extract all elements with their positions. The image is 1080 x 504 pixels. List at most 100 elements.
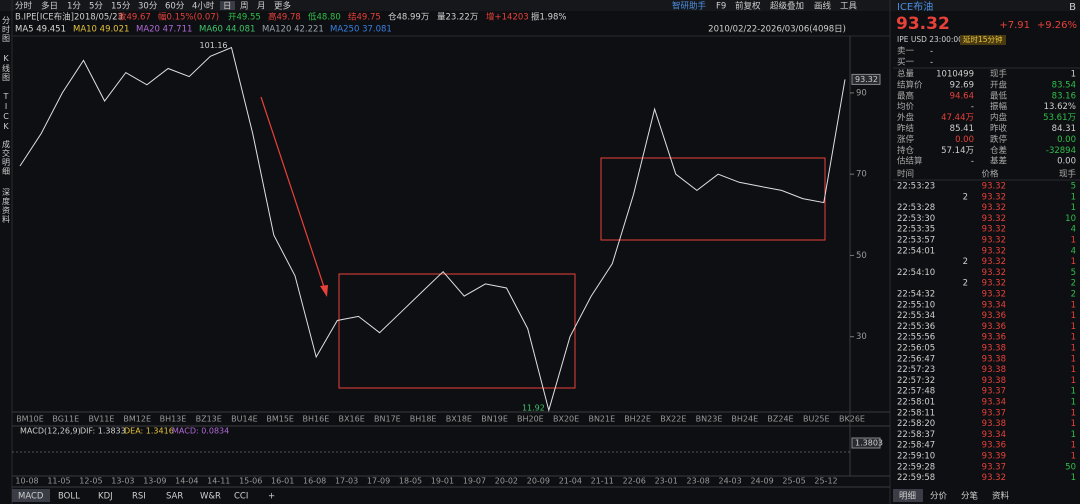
tick-price: 93.39 <box>982 452 1006 462</box>
toolbar-item[interactable]: 30分 <box>138 2 158 12</box>
indicator-tab[interactable]: CCI <box>234 492 248 502</box>
tool-item[interactable]: 前复权 <box>735 1 761 12</box>
ma-label: MA5 49.451 <box>15 25 66 35</box>
low-label: 11.92 <box>522 404 545 413</box>
side-tab[interactable]: 深度资料 <box>2 188 11 224</box>
toolbar-item[interactable]: 月 <box>257 2 266 12</box>
quote-cell: 内盘 <box>990 112 1008 123</box>
macd-date: 21-04 <box>559 477 582 486</box>
info-field: 仓48.99万 <box>388 12 429 23</box>
ma-label: MA20 47.711 <box>136 25 192 35</box>
tick-price: 93.36 <box>982 322 1006 332</box>
panel-tab[interactable]: 分笔 <box>961 491 979 502</box>
tick-time: 22:58:47 <box>897 441 935 451</box>
quote-cell: 最低 <box>990 90 1008 101</box>
date: 2018/05/23 <box>74 13 123 23</box>
toolbar-item[interactable]: 4小时 <box>192 1 215 12</box>
x-tick-label: BM12E <box>123 415 151 424</box>
x-tick-label: BX18E <box>446 415 472 424</box>
macd-date: 21-11 <box>591 477 614 486</box>
macd-date: 25-12 <box>814 477 837 486</box>
trend-arrow <box>260 96 326 291</box>
tick-hand: 4 <box>1071 246 1076 256</box>
indicator-tab[interactable]: SAR <box>166 492 183 502</box>
indicator-tab[interactable]: RSI <box>132 492 146 502</box>
panel-tab[interactable]: 资料 <box>992 491 1010 502</box>
tool-item[interactable]: 画线 <box>814 1 832 12</box>
quote-meta: IPE USD 23:00:00 <box>897 35 963 44</box>
toolbar-item[interactable]: 日 <box>223 2 232 12</box>
macd-date: 24-09 <box>750 477 773 486</box>
tick-price: 93.38 <box>982 354 1006 364</box>
x-tick-label: BH18E <box>410 415 437 424</box>
info-field: 低48.80 <box>308 12 341 23</box>
x-tick-label: BM10E <box>16 415 44 424</box>
quote-cell: -32894 <box>1046 146 1076 156</box>
indicator-tab[interactable]: KDJ <box>98 492 113 502</box>
panel-tab[interactable]: 明细 <box>899 491 916 502</box>
quote-cell: 昨收 <box>990 123 1008 134</box>
tool-item[interactable]: 超级叠加 <box>770 1 804 12</box>
tick-price: 93.32 <box>982 214 1006 224</box>
macd-date: 14-04 <box>175 477 198 486</box>
tick-time: 22:55:34 <box>897 311 935 321</box>
tick-time: 22:53:28 <box>897 203 935 213</box>
toolbar-item[interactable]: 5分 <box>89 2 103 12</box>
macd-date: 10-08 <box>15 477 38 486</box>
tool-item[interactable]: 智研助手 <box>672 1 707 12</box>
macd-date: 25-05 <box>782 477 805 486</box>
quote-change: +7.91 <box>999 20 1030 31</box>
tick-time: 22:57:32 <box>897 376 935 386</box>
toolbar-item[interactable]: 分时 <box>15 1 33 12</box>
tick-hand: 1 <box>1071 387 1076 397</box>
quote-cell: 跌停 <box>990 134 1008 145</box>
indicator-tab[interactable]: W&R <box>200 492 221 502</box>
macd-date: 17-03 <box>335 477 358 486</box>
quote-pct: +9.26% <box>1037 20 1077 31</box>
tick-time: 22:56:05 <box>897 344 935 354</box>
quote-cell: 57.14万 <box>941 146 974 156</box>
quote-code: B <box>1069 2 1076 13</box>
tick-hand: 1 <box>1071 192 1076 202</box>
tick-time: 22:54:32 <box>897 290 935 300</box>
toolbar-item[interactable]: 1分 <box>67 2 81 12</box>
indicator-tab[interactable]: BOLL <box>58 492 80 502</box>
panel-tab[interactable]: 分价 <box>930 492 948 502</box>
y-tick-label: 90 <box>856 88 867 98</box>
macd-date: 16-08 <box>303 477 326 486</box>
quote-cell: 53.61万 <box>1043 113 1076 123</box>
tick-price: 93.34 <box>982 398 1006 408</box>
toolbar-item[interactable]: 15分 <box>111 2 131 12</box>
side-tab[interactable]: 分时图 <box>2 16 11 43</box>
tick-hand: 4 <box>1071 225 1076 235</box>
tick-time: 22:59:58 <box>897 473 935 483</box>
tick-price: 93.32 <box>982 192 1006 202</box>
toolbar-item[interactable]: 更多 <box>274 1 292 12</box>
macd-date: 16-01 <box>271 477 294 486</box>
toolbar-item[interactable]: 周 <box>240 2 249 12</box>
info-field: 量23.22万 <box>437 13 478 23</box>
tick-price: 93.32 <box>982 236 1006 246</box>
tick-hand: 1 <box>1071 419 1076 429</box>
tool-item[interactable]: 工具 <box>840 2 858 12</box>
tick-price: 93.34 <box>982 300 1006 310</box>
side-tab[interactable]: 成交明细 <box>2 139 11 176</box>
side-tab[interactable]: TICK <box>2 92 11 132</box>
tool-item[interactable]: F9 <box>716 2 726 12</box>
high-label: 101.16 <box>200 41 228 50</box>
x-tick-label: BG11E <box>52 415 79 424</box>
tick-hand: 1 <box>1071 344 1076 354</box>
tick-time: 22:53:23 <box>897 182 935 192</box>
macd-date: 19-01 <box>431 477 454 486</box>
tick-hand: 2 <box>1071 290 1076 300</box>
side-tab[interactable]: K线图 <box>2 54 11 82</box>
quote-cell: 现手 <box>990 69 1008 80</box>
book-label: 卖一 <box>897 47 915 57</box>
toolbar-item[interactable]: 多日 <box>41 1 58 12</box>
x-tick-label: BH13E <box>160 415 187 424</box>
toolbar-item[interactable]: 60分 <box>165 2 185 12</box>
tick-hand: 1 <box>1071 322 1076 332</box>
indicator-tab[interactable]: MACD <box>18 492 44 502</box>
indicator-tab[interactable]: + <box>268 492 275 502</box>
quote-cell: 最高 <box>897 90 914 101</box>
